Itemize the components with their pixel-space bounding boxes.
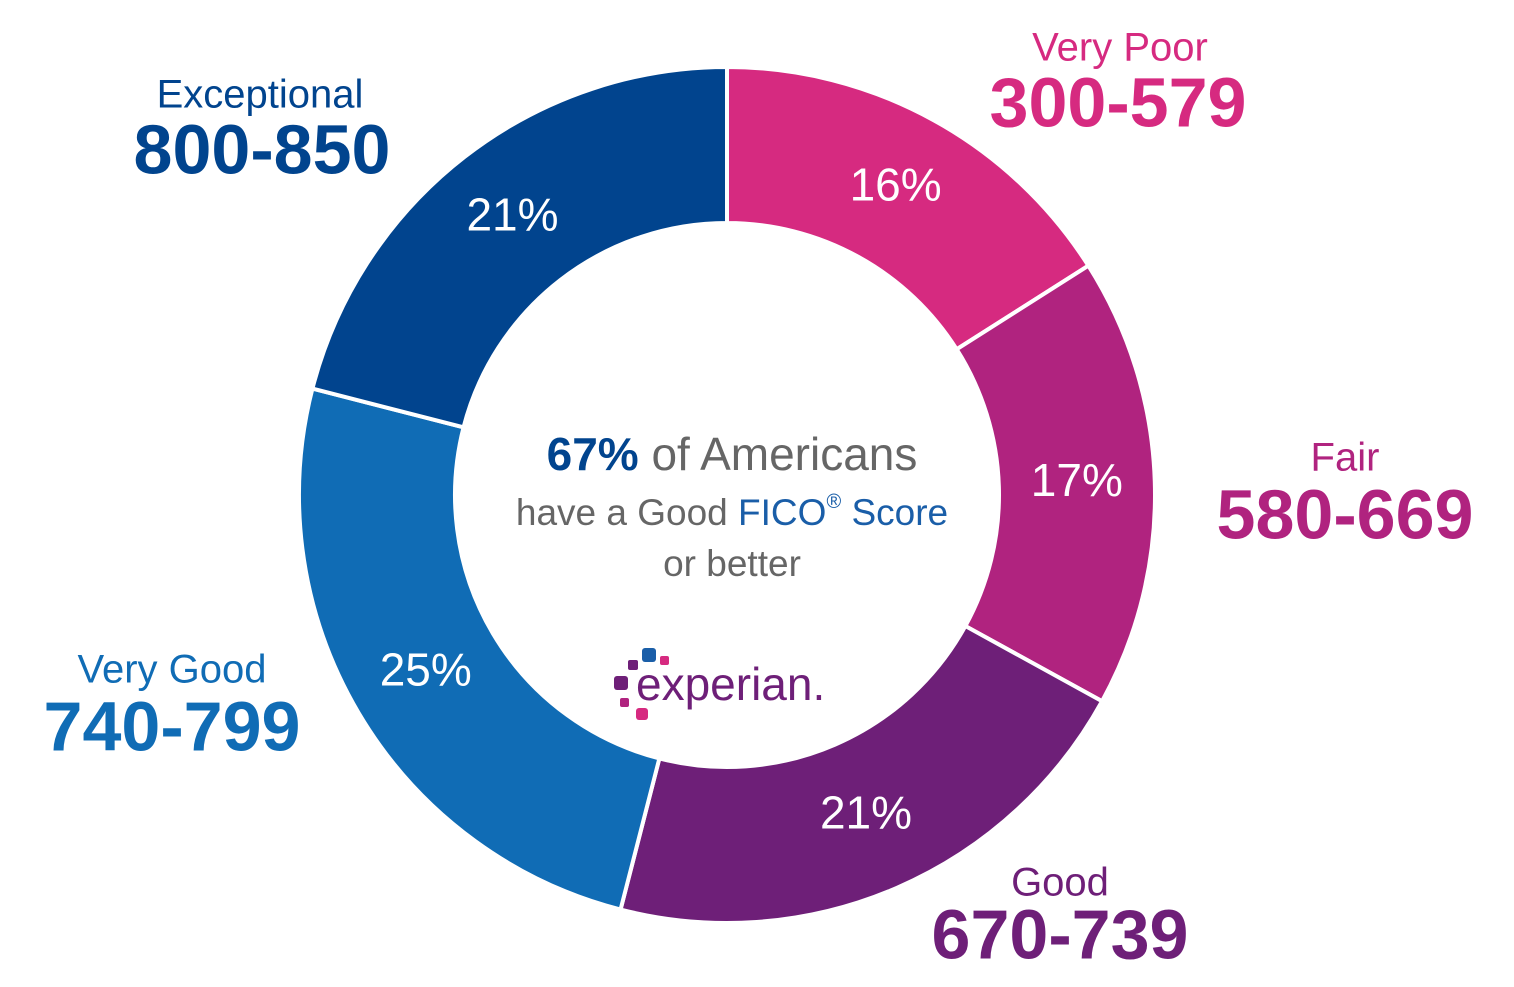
range-label: 580-669 — [1217, 475, 1474, 553]
center-brand: FICO — [738, 492, 826, 533]
center-text: 67% of Americans have a Good FICO® Score… — [516, 428, 948, 584]
logo-dot — [660, 656, 669, 665]
logo-dot — [614, 676, 628, 690]
value-label: 25% — [380, 643, 472, 695]
logo-dot — [620, 698, 629, 707]
donut-segment — [310, 64, 729, 430]
logo-dot — [642, 648, 656, 662]
donut-segment — [618, 623, 1105, 925]
center-line-2: have a Good FICO® Score — [516, 480, 948, 533]
range-label: 800-850 — [134, 110, 391, 188]
donut: 16% 17% 21% 25% 21% — [297, 64, 1157, 925]
value-label: 21% — [820, 786, 912, 838]
center-highlight: 67% — [547, 428, 639, 480]
value-label: 21% — [466, 189, 558, 241]
logo-dot — [628, 660, 638, 670]
donut-segment — [953, 262, 1157, 704]
donut-segment — [725, 64, 1092, 353]
range-label: 670-739 — [932, 895, 1189, 973]
category-label: Good — [1011, 861, 1109, 905]
range-label: 740-799 — [44, 687, 301, 765]
center-line-3: or better — [663, 543, 801, 584]
center-brand: Score — [851, 492, 948, 533]
logo: experian. — [614, 648, 825, 720]
center-registered: ® — [826, 491, 841, 513]
category-label: Fair — [1311, 436, 1380, 480]
range-label: 300-579 — [990, 63, 1247, 141]
category-label: Exceptional — [157, 73, 364, 117]
logo-text: experian. — [636, 658, 825, 710]
donut-segment — [297, 386, 662, 912]
value-label: 17% — [1031, 454, 1123, 506]
center-text-part: have a Good — [516, 492, 728, 533]
category-label: Very Poor — [1032, 26, 1208, 70]
category-label: Very Good — [77, 648, 266, 692]
logo-dot — [636, 708, 648, 720]
center-text-part: of Americans — [651, 428, 917, 480]
value-label: 16% — [850, 158, 942, 210]
center-line-1: 67% of Americans — [547, 428, 918, 480]
